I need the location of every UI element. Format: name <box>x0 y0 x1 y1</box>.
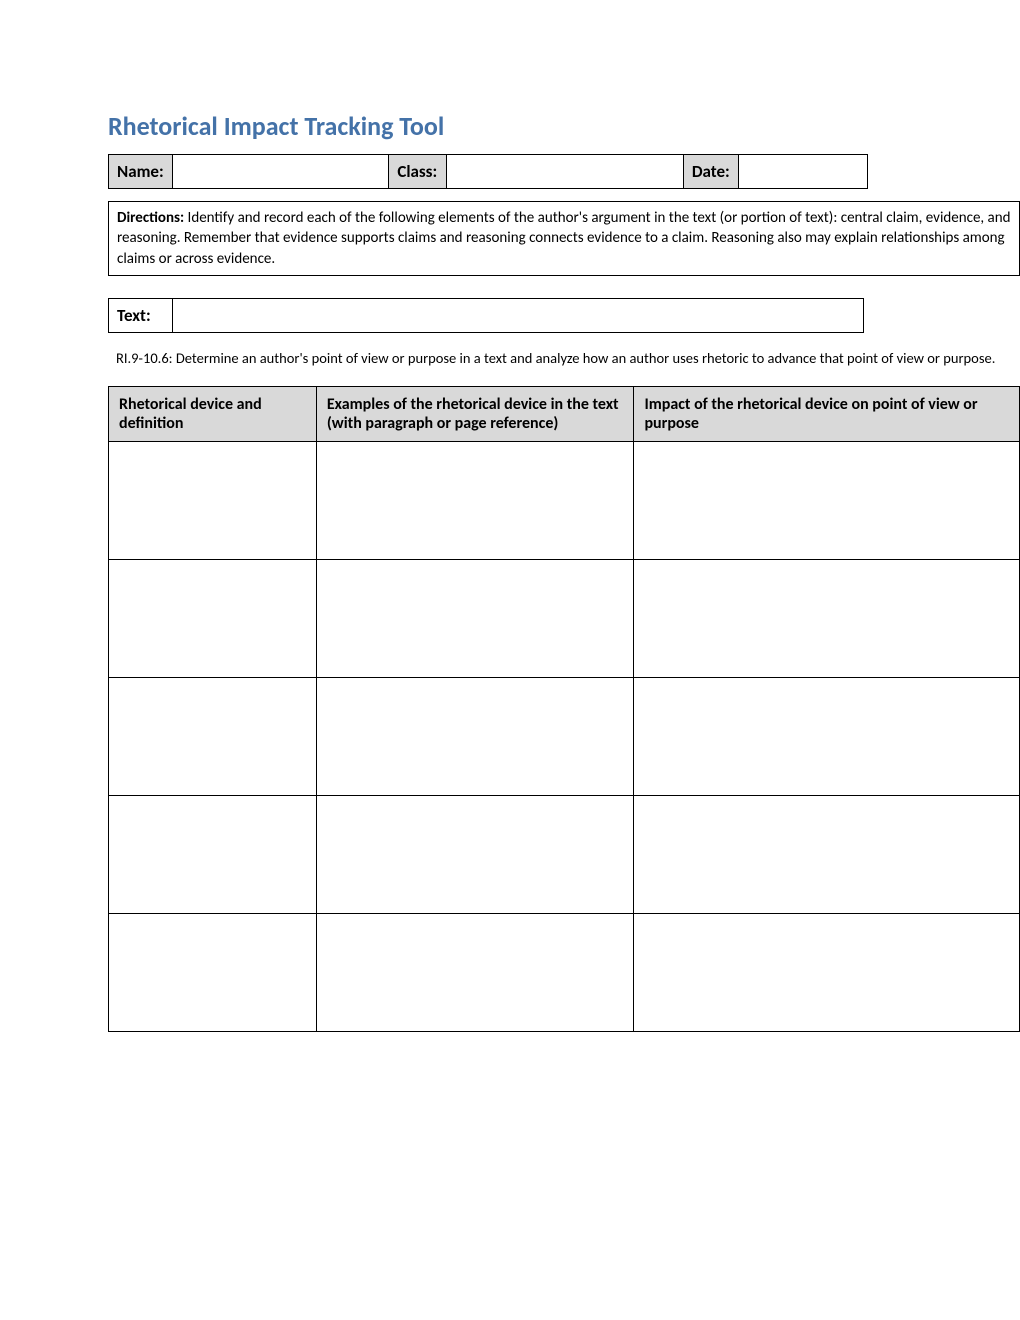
name-label: Name: <box>109 155 173 189</box>
directions-text: Identify and record each of the followin… <box>117 209 1011 268</box>
date-label: Date: <box>683 155 738 189</box>
table-cell[interactable] <box>316 913 634 1031</box>
table-cell[interactable] <box>634 441 1020 559</box>
table-row <box>109 677 1020 795</box>
table-cell[interactable] <box>634 677 1020 795</box>
table-cell[interactable] <box>634 795 1020 913</box>
table-cell[interactable] <box>316 677 634 795</box>
info-table: Name: Class: Date: <box>108 154 868 189</box>
table-cell[interactable] <box>316 795 634 913</box>
table-cell[interactable] <box>109 795 317 913</box>
standard-text: RI.9-10.6: Determine an author's point o… <box>108 345 1020 372</box>
table-cell[interactable] <box>316 441 634 559</box>
directions-label: Directions: <box>117 209 184 227</box>
header-device: Rhetorical device and definition <box>109 386 317 441</box>
main-table: Rhetorical device and definition Example… <box>108 386 1020 1032</box>
table-cell[interactable] <box>316 559 634 677</box>
date-field[interactable] <box>738 155 867 189</box>
table-cell[interactable] <box>109 441 317 559</box>
table-cell[interactable] <box>109 677 317 795</box>
main-table-body <box>109 441 1020 1031</box>
table-cell[interactable] <box>634 913 1020 1031</box>
header-examples: Examples of the rhetorical device in the… <box>316 386 634 441</box>
header-impact: Impact of the rhetorical device on point… <box>634 386 1020 441</box>
directions-box: Directions: Identify and record each of … <box>108 201 1020 276</box>
page-title: Rhetorical Impact Tracking Tool <box>108 110 1020 142</box>
text-table: Text: <box>108 298 864 333</box>
table-row <box>109 441 1020 559</box>
class-label: Class: <box>389 155 447 189</box>
table-cell[interactable] <box>109 913 317 1031</box>
table-row <box>109 795 1020 913</box>
text-field[interactable] <box>173 298 864 332</box>
table-cell[interactable] <box>634 559 1020 677</box>
text-label: Text: <box>109 298 173 332</box>
class-field[interactable] <box>447 155 684 189</box>
table-row <box>109 559 1020 677</box>
name-field[interactable] <box>172 155 389 189</box>
table-row <box>109 913 1020 1031</box>
table-cell[interactable] <box>109 559 317 677</box>
